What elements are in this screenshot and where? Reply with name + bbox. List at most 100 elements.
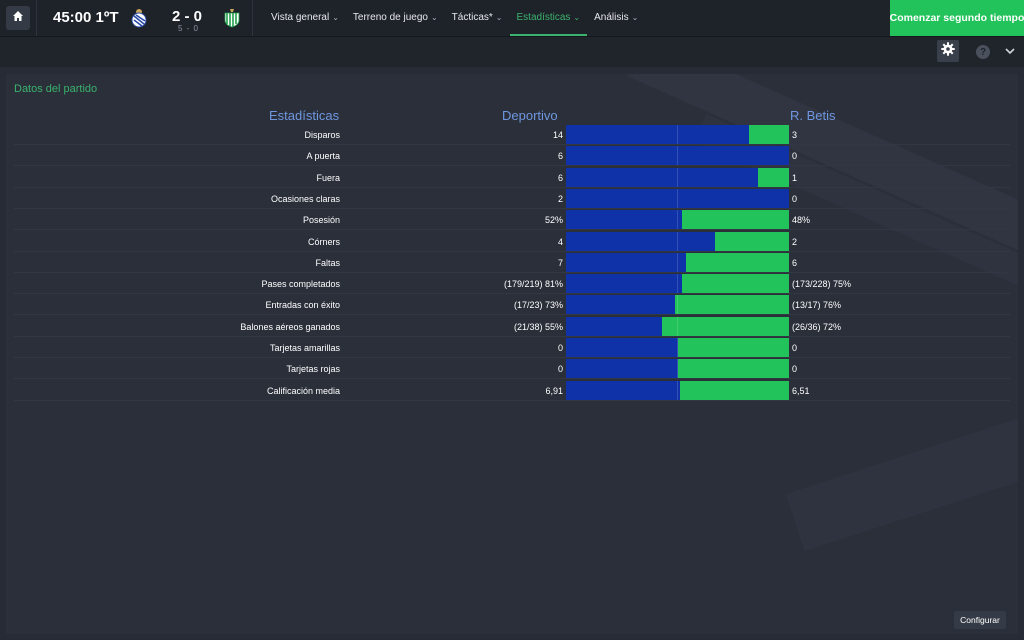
bar-midline (677, 188, 678, 208)
divider (252, 0, 253, 36)
comparison-bar (566, 210, 789, 230)
comparison-bar (566, 316, 789, 336)
row-divider (14, 229, 1010, 231)
bar-midline (677, 252, 678, 272)
away-value: (13/17) 76% (792, 300, 842, 311)
nav-label: Terreno de juego (352, 12, 428, 23)
panel-title: Datos del partido (14, 83, 98, 95)
start-second-half-button[interactable]: Comenzar segundo tiempo (890, 0, 1024, 36)
row-divider (14, 399, 1010, 401)
row-divider (14, 271, 1010, 273)
home-bar-fill (566, 146, 789, 166)
stat-row: Pases completados (179/219) 81% (173/228) … (6, 273, 1018, 295)
nav-tacticas[interactable]: Tácticas* ⌄ (445, 0, 510, 36)
row-divider (14, 335, 1010, 337)
stat-row: Calificación media 6,91 6,51 (6, 380, 1018, 401)
home-bar-fill (566, 167, 758, 187)
bar-midline (677, 125, 678, 144)
comparison-bar (566, 231, 789, 251)
home-value: 52% (544, 215, 563, 226)
stat-row: A puerta 6 0 (6, 145, 1018, 167)
stat-label: Disparos (304, 130, 340, 140)
row-divider (14, 250, 1010, 252)
stat-label: Fuera (316, 172, 340, 183)
home-bar-fill (566, 359, 678, 379)
help-icon[interactable]: ? (976, 45, 990, 59)
home-value: 7 (557, 257, 563, 268)
home-value: 14 (552, 130, 563, 140)
home-bar-fill (566, 316, 662, 336)
chevron-down-icon[interactable] (1004, 44, 1016, 58)
top-bar: 45:00 1ºT 2 - 0 5 - 0 Vista general ⌄ Ter… (0, 0, 1024, 37)
nav-estadisticas[interactable]: Estadísticas ⌄ (509, 0, 588, 36)
away-value: (173/228) 75% (792, 279, 852, 290)
row-divider (14, 165, 1010, 167)
home-value: (21/38) 55% (513, 321, 563, 332)
chevron-down-icon: ⌄ (332, 13, 339, 22)
nav-label: Tácticas* (451, 12, 493, 23)
home-bar-fill (566, 295, 675, 315)
home-value: 6 (557, 172, 563, 183)
chevron-down-icon: ⌄ (573, 13, 581, 22)
stat-row: Tarjetas amarillas 0 0 (6, 337, 1018, 358)
comparison-bar (566, 252, 789, 272)
comparison-bar (566, 274, 789, 294)
bar-midline (677, 167, 678, 187)
stat-label: Posesión (302, 215, 340, 226)
away-value: 2 (792, 236, 798, 247)
stat-label: Córners (307, 236, 340, 247)
away-value: 0 (792, 193, 798, 204)
stat-label: Faltas (315, 257, 340, 268)
settings-button[interactable] (937, 40, 959, 62)
stat-row: Entradas con éxito (17/23) 73% (13/17) 76% (6, 294, 1018, 316)
bar-midline (677, 274, 678, 294)
nav-vista-general[interactable]: Vista general ⌄ (264, 0, 346, 36)
stats-column-header: Estadísticas (269, 108, 340, 123)
home-value: 0 (557, 364, 563, 375)
home-value: (179/219) 81% (503, 279, 563, 290)
home-bar-fill (566, 231, 715, 251)
away-value: 0 (792, 151, 798, 162)
away-team-header[interactable]: R. Betis (790, 108, 836, 123)
match-score: 2 - 0 (172, 8, 203, 25)
away-value: (26/36) 72% (792, 321, 842, 332)
stat-row: Disparos 14 3 (6, 124, 1018, 145)
nav-label: Análisis (594, 12, 629, 23)
away-team-crest[interactable] (223, 8, 241, 28)
chevron-down-icon: ⌄ (631, 13, 639, 22)
home-team-header[interactable]: Deportivo (502, 108, 558, 123)
away-value: 0 (792, 343, 798, 353)
stat-row: Córners 4 2 (6, 231, 1018, 252)
home-bar-fill (566, 252, 686, 272)
row-divider (14, 186, 1010, 188)
sub-toolbar: ? (0, 37, 1024, 67)
stat-row: Faltas 7 6 (6, 252, 1018, 273)
comparison-bar (566, 146, 789, 166)
away-value: 6 (792, 257, 798, 268)
match-clock: 45:00 1ºT (53, 9, 119, 26)
home-bar-fill (566, 188, 789, 208)
home-value: 6 (557, 151, 563, 162)
configure-button[interactable]: Configurar (954, 611, 1006, 629)
away-value: 48% (792, 215, 811, 226)
comparison-bar (566, 359, 789, 379)
gear-icon (941, 41, 955, 61)
away-value: 6,51 (792, 385, 810, 396)
away-value: 3 (792, 130, 798, 140)
stat-label: Tarjetas amarillas (269, 343, 340, 353)
bar-midline (677, 338, 678, 357)
stat-label: A puerta (306, 151, 340, 162)
home-button[interactable] (6, 6, 30, 30)
bar-midline (677, 210, 678, 230)
nav-analisis[interactable]: Análisis ⌄ (587, 0, 645, 36)
background-decoration (786, 382, 1018, 552)
divider (36, 0, 37, 36)
chevron-down-icon: ⌄ (430, 13, 438, 22)
bar-midline (677, 359, 678, 379)
match-stats-panel: Datos del partido Estadísticas Deportivo… (6, 74, 1018, 634)
home-team-crest[interactable] (130, 8, 148, 28)
home-bar-fill (566, 274, 682, 294)
comparison-bar (566, 295, 789, 315)
comparison-bar (566, 338, 789, 357)
nav-terreno-de-juego[interactable]: Terreno de juego ⌄ (346, 0, 445, 36)
